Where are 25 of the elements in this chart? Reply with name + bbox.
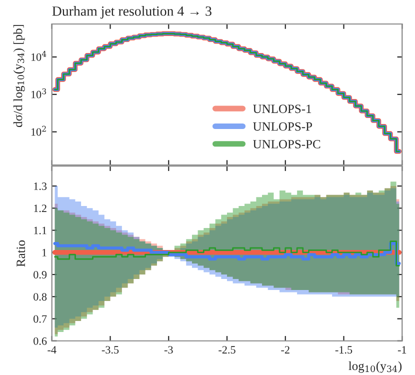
y-tick-label: 0.9 (34, 270, 47, 279)
y-tick-label: 10$^{3}$ (31, 88, 46, 98)
x-tick-label: -1 (398, 346, 406, 354)
x-tick-label: -3.5 (102, 346, 119, 354)
y-tick-label: 1.3 (34, 182, 47, 190)
y-tick-label: 1.2 (34, 204, 46, 212)
y-tick-label: 10$^{4}$ (31, 50, 46, 61)
y-tick-label: 1 (42, 248, 46, 256)
legend-label: UNLOPS-P (253, 122, 312, 131)
x-axis-title: log$_{10}$(y$_{34}$) (348, 361, 402, 373)
y-axis-title: Ratio (16, 240, 26, 267)
x-tick-label: -2 (281, 346, 290, 354)
y-tick-label: 0.6 (34, 337, 47, 345)
y-tick-label: 0.7 (34, 315, 47, 323)
x-tick-label: -4 (48, 346, 56, 354)
chart-title: Durham jet resolution 4 → 3 (52, 6, 212, 19)
y-tick-label: 0.8 (34, 293, 47, 301)
x-tick-label: -2.5 (218, 346, 236, 354)
legend-label: UNLOPS-PC (253, 140, 320, 148)
y-tick-label: 10$^{2}$ (31, 126, 46, 136)
legend-label: UNLOPS-1 (253, 104, 312, 114)
y-axis-title: dσ/d log$_{10}$(y$_{34}$) [pb] (13, 24, 25, 128)
x-tick-label: -3 (164, 346, 173, 354)
y-tick-label: 1.1 (34, 226, 46, 234)
x-tick-label: -1.5 (335, 346, 352, 354)
